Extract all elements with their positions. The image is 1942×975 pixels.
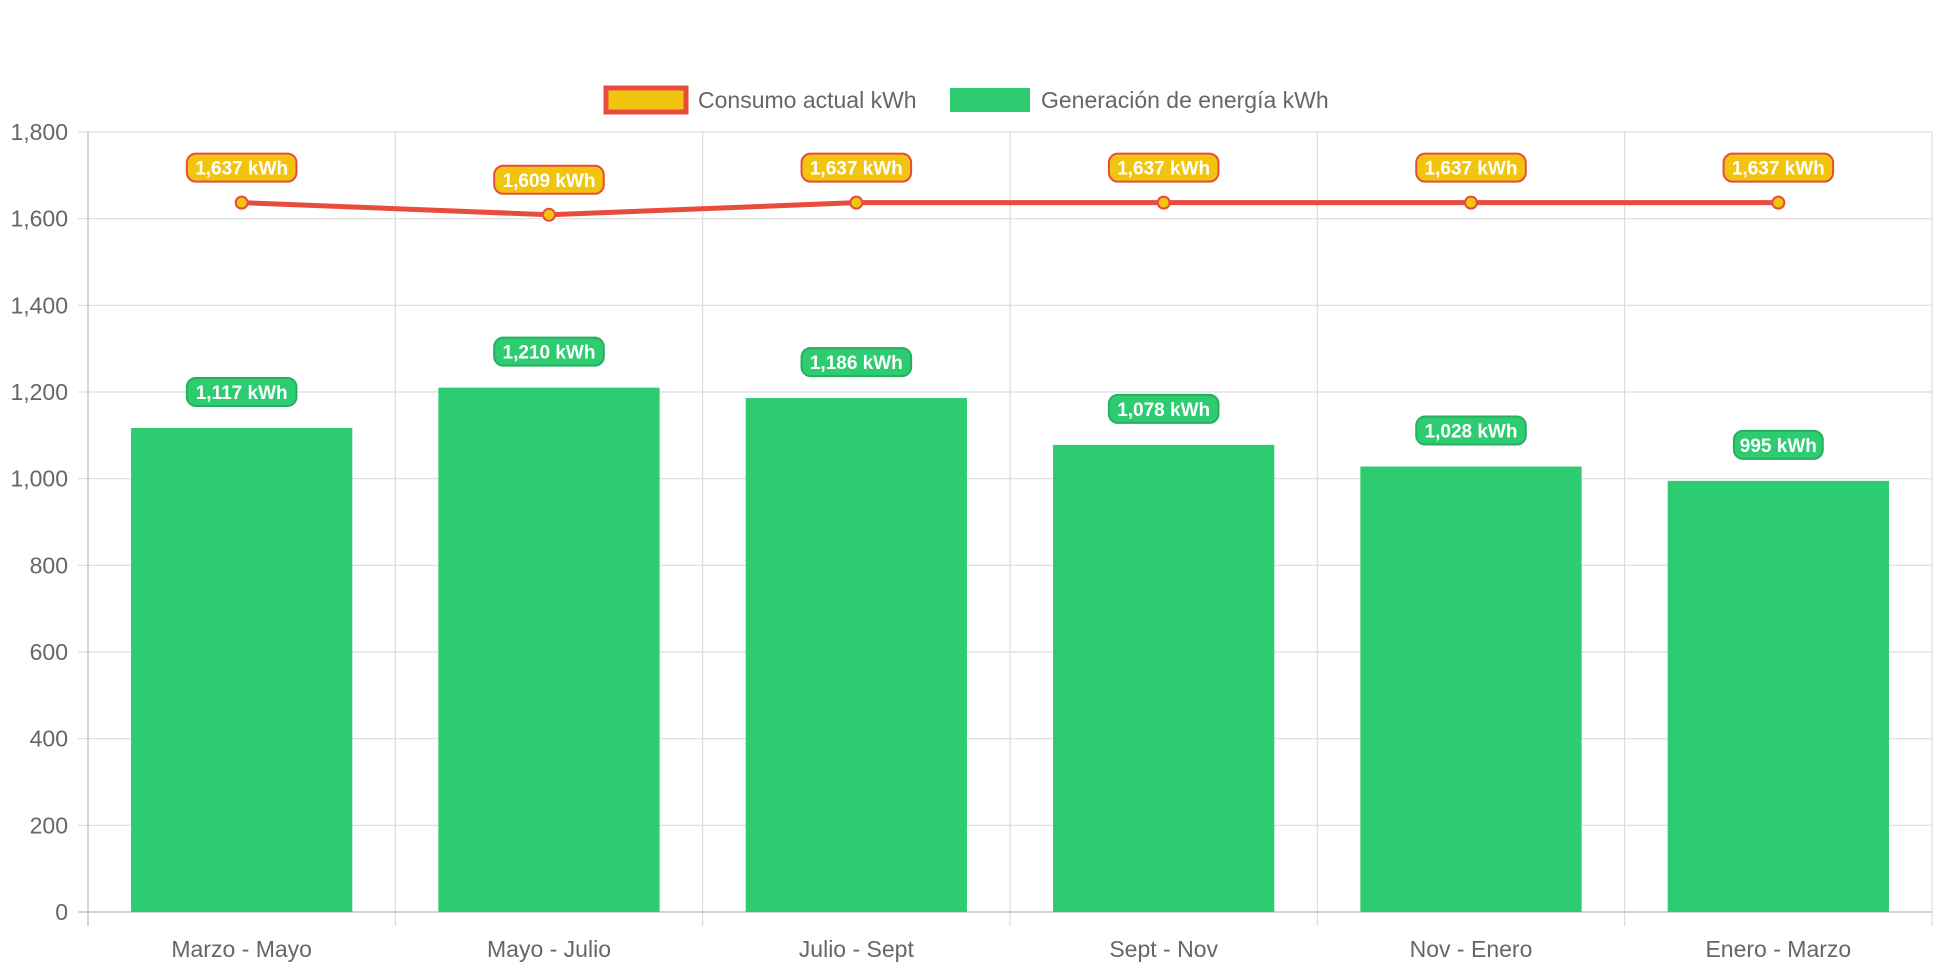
- x-tick-label: Julio - Sept: [799, 936, 915, 962]
- line-data-label-background: [1415, 152, 1527, 183]
- line-point: [1156, 195, 1171, 210]
- bar-data-label-background: [493, 336, 605, 367]
- line-data-label: 1,637 kWh: [1722, 152, 1835, 183]
- bar-data-label-background: [800, 347, 913, 378]
- x-tick-label: Marzo - Mayo: [171, 936, 312, 962]
- bar-data-label-background: [1415, 415, 1527, 446]
- bar-data-label-background: [1732, 429, 1824, 460]
- y-tick-label: 0: [55, 899, 68, 925]
- line-data-label: 1,609 kWh: [493, 164, 605, 195]
- line-data-label-text: 1,637 kWh: [810, 159, 903, 180]
- bar-data-label-text: 1,186 kWh: [810, 353, 903, 374]
- bar: [131, 427, 353, 912]
- line-data-label-background: [493, 164, 605, 195]
- bar-data-label-text: 995 kWh: [1740, 436, 1817, 457]
- bar: [438, 387, 660, 913]
- line-data-label-text: 1,637 kWh: [195, 159, 288, 180]
- legend-label-consumo: Consumo actual kWh: [698, 87, 917, 113]
- bar-data-label-text: 1,210 kWh: [503, 343, 596, 364]
- y-tick-label: 400: [30, 726, 68, 752]
- consumo-line: [239, 200, 1781, 218]
- line-data-label: 1,637 kWh: [1107, 152, 1220, 183]
- y-tick-label: 1,800: [10, 119, 68, 145]
- legend-item-generacion[interactable]: Generación de energía kWh: [950, 87, 1329, 113]
- y-tick-label: 800: [30, 552, 68, 578]
- bar-data-label-background: [1107, 393, 1220, 424]
- bar-data-label: 995 kWh: [1732, 429, 1824, 460]
- bar-data-label: 1,078 kWh: [1107, 393, 1220, 424]
- y-tick-label: 1,000: [10, 466, 68, 492]
- bar: [1667, 480, 1889, 912]
- legend-label-generacion: Generación de energía kWh: [1041, 87, 1329, 113]
- line-data-label-background: [800, 152, 913, 183]
- bar: [1360, 466, 1582, 912]
- bar-data-label-background: [185, 376, 298, 407]
- bar-data-label-text: 1,028 kWh: [1425, 422, 1518, 443]
- line-point: [1464, 195, 1478, 210]
- bar: [745, 398, 967, 913]
- line-point: [849, 195, 864, 210]
- bar-data-label-text: 1,117 kWh: [196, 383, 288, 404]
- line-data-label-text: 1,637 kWh: [1425, 159, 1518, 180]
- legend-swatch-generacion: [950, 88, 1030, 112]
- line-data-label-background: [185, 152, 298, 183]
- line-data-label-text: 1,637 kWh: [1732, 159, 1825, 180]
- x-tick-label: Mayo - Julio: [487, 936, 611, 962]
- line-data-label: 1,637 kWh: [1415, 152, 1527, 183]
- line-data-label-text: 1,637 kWh: [1117, 159, 1210, 180]
- legend-item-consumo[interactable]: Consumo actual kWh: [603, 85, 917, 115]
- line-data-label: 1,637 kWh: [800, 152, 913, 183]
- y-tick-label: 1,600: [10, 206, 68, 232]
- line-point: [1771, 195, 1786, 210]
- bar-data-label: 1,210 kWh: [493, 336, 605, 367]
- x-tick-label: Enero - Marzo: [1705, 936, 1851, 962]
- bar-data-label: 1,028 kWh: [1415, 415, 1527, 446]
- line-point: [542, 207, 556, 222]
- line-data-label-background: [1107, 152, 1220, 183]
- bar-data-label: 1,117 kWh: [185, 376, 298, 407]
- legend[interactable]: Consumo actual kWh Generación de energía…: [603, 85, 1329, 115]
- x-tick-label: Sept - Nov: [1109, 936, 1218, 962]
- y-tick-label: 200: [30, 812, 68, 838]
- y-tick-label: 1,200: [10, 379, 68, 405]
- y-tick-label: 600: [30, 639, 68, 665]
- line-data-label: 1,637 kWh: [185, 152, 298, 183]
- bar-data-label-text: 1,078 kWh: [1117, 400, 1210, 421]
- grid: [78, 131, 1933, 926]
- y-tick-label: 1,400: [10, 292, 68, 318]
- x-tick-label: Nov - Enero: [1410, 936, 1533, 962]
- line-point: [234, 195, 249, 210]
- line-series: [234, 195, 1786, 222]
- bar-series: [131, 387, 1889, 913]
- axes: 0 200 400 600 800 1,000 1,200 1,400 1,600 1,800 Ma…: [10, 119, 1932, 962]
- legend-swatch-consumo: [603, 85, 689, 115]
- line-data-label-background: [1722, 152, 1835, 183]
- line-data-label-text: 1,609 kWh: [503, 171, 596, 192]
- bar: [1053, 444, 1275, 912]
- bar-data-label: 1,186 kWh: [800, 347, 913, 378]
- data-labels: 1,117 kWh 1,210 kWh 1,186 kWh 1,078 kWh 1,02…: [185, 152, 1835, 460]
